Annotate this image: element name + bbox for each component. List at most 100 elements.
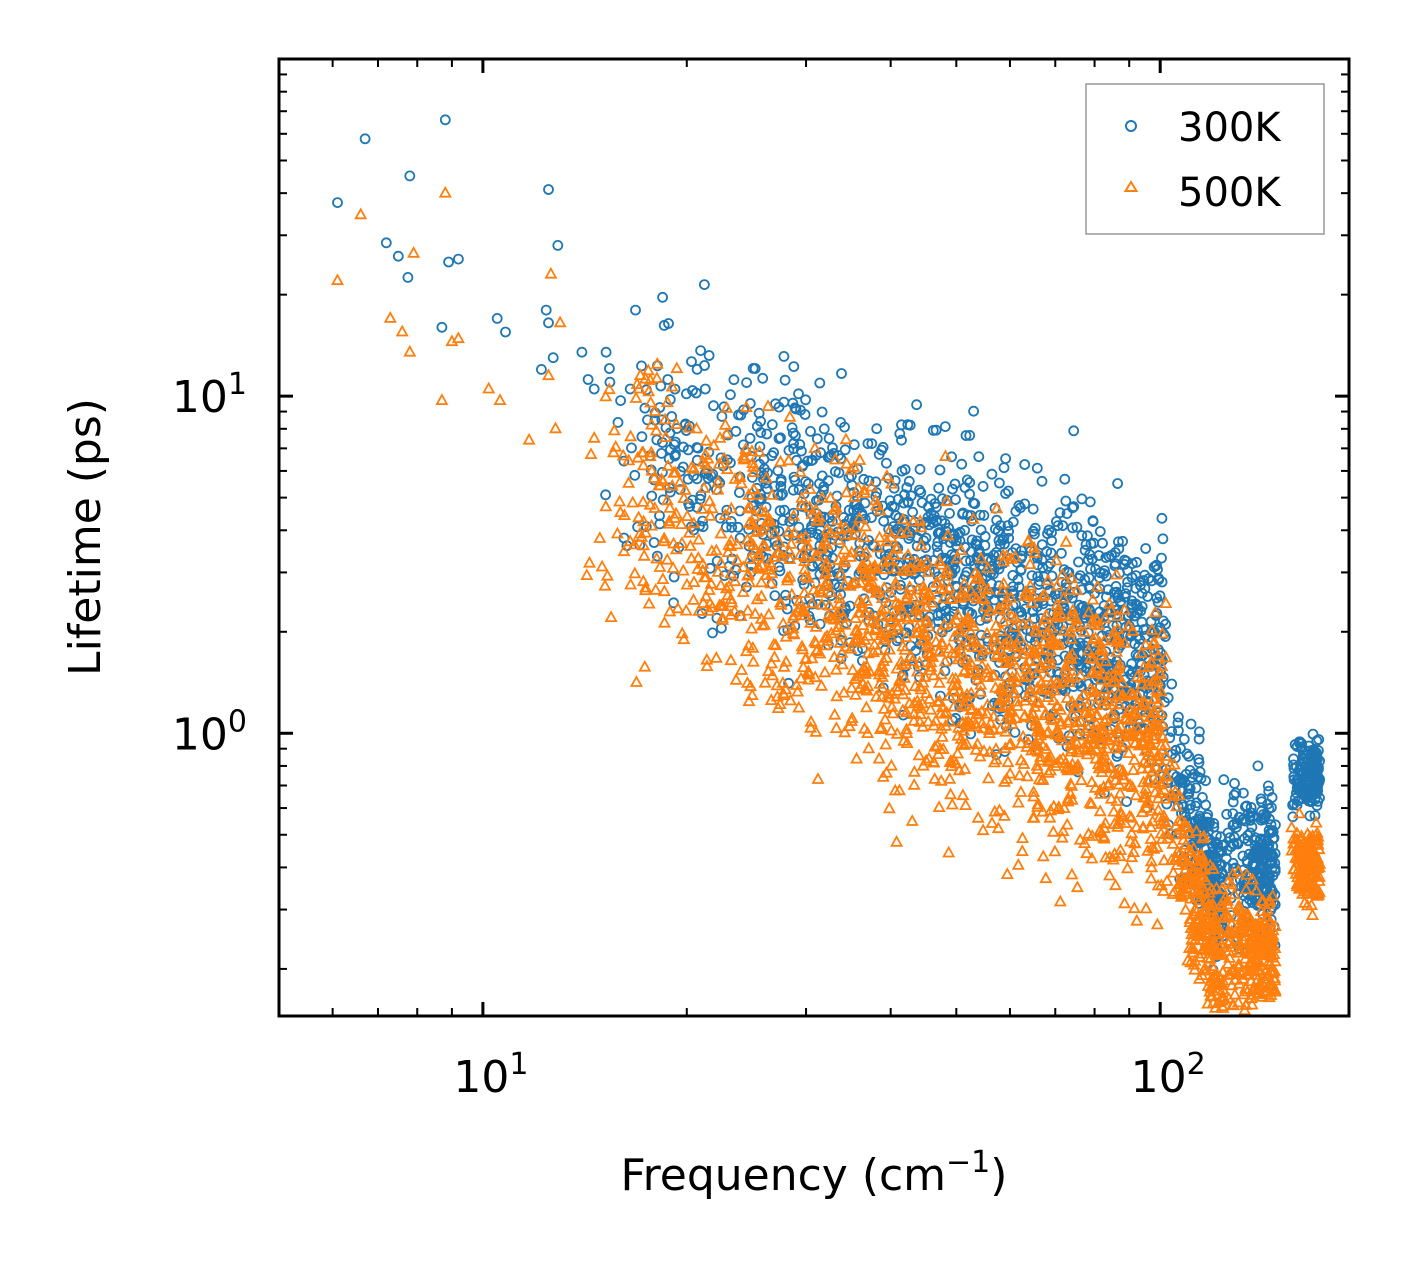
point-500k-1012 (839, 520, 853, 533)
point-500k-1381 (705, 501, 719, 514)
point-500k-329 (980, 626, 994, 639)
point-300k-182 (944, 508, 955, 519)
point-500k-1355 (1098, 728, 1112, 740)
point-500k-1271 (1042, 636, 1056, 649)
point-300k-733 (1087, 515, 1099, 527)
point-500k-1293 (901, 612, 915, 625)
point-500k-1411 (987, 755, 1001, 768)
point-500k-1068 (1099, 850, 1113, 863)
point-500k-940 (1050, 598, 1064, 610)
point-300k-7 (439, 114, 451, 126)
point-500k-1321 (896, 564, 910, 576)
point-500k-505 (1057, 623, 1071, 636)
point-500k-1418 (1093, 823, 1107, 836)
point-300k-1382 (1032, 571, 1044, 582)
point-500k-1144 (1148, 691, 1162, 704)
point-500k-1372 (914, 682, 928, 695)
point-300k-1386 (927, 517, 939, 529)
point-500k-1454 (971, 668, 985, 680)
point-300k-1898 (1227, 808, 1239, 819)
point-500k-2114 (1237, 987, 1251, 1000)
point-300k-1019 (874, 548, 886, 560)
point-300k-1890 (1221, 808, 1233, 820)
point-500k-999 (978, 599, 993, 612)
point-500k-1136 (1085, 666, 1099, 679)
point-500k-1885 (1176, 855, 1190, 867)
point-500k-260 (941, 528, 955, 541)
point-300k-1323 (1016, 545, 1027, 557)
point-300k-946 (796, 445, 807, 457)
point-500k-1550 (728, 604, 742, 617)
point-500k-1580 (1040, 655, 1055, 668)
point-300k-1281 (1068, 501, 1080, 513)
point-500k-1551 (1099, 654, 1113, 667)
point-500k-1043 (887, 548, 901, 560)
point-500k-794 (1127, 901, 1141, 914)
point-300k-1274 (1098, 611, 1110, 623)
point-300k-1 (359, 133, 371, 145)
point-500k-831 (1044, 711, 1058, 724)
point-500k-719 (1055, 830, 1069, 843)
point-500k-1478 (853, 453, 867, 465)
point-500k-379 (932, 675, 946, 688)
point-300k-1170 (1083, 572, 1095, 584)
point-500k-758 (1136, 775, 1151, 788)
point-300k-1232 (896, 465, 908, 477)
point-500k-1420 (885, 589, 899, 602)
point-500k-985 (829, 662, 843, 675)
point-300k-2070 (1300, 748, 1312, 760)
point-500k-1253 (1126, 688, 1140, 701)
point-500k-460 (882, 642, 897, 655)
point-500k-1241 (703, 494, 717, 507)
point-300k-1940 (1267, 826, 1279, 838)
point-500k-1447 (598, 578, 612, 591)
point-500k-1147 (770, 546, 785, 559)
point-500k-378 (905, 814, 919, 826)
point-500k-1384 (1050, 725, 1064, 738)
point-500k-2120 (1231, 900, 1245, 912)
point-500k-1975 (1223, 951, 1237, 963)
point-500k-1440 (1128, 736, 1142, 748)
point-300k-2090 (1291, 761, 1302, 773)
point-500k-1030 (875, 720, 889, 733)
point-500k-1125 (1153, 777, 1168, 790)
point-500k-1516 (802, 667, 816, 680)
point-500k-1358 (761, 664, 775, 677)
point-500k-2275 (1307, 877, 1321, 890)
point-500k-245 (1159, 749, 1173, 761)
point-500k-724 (992, 803, 1007, 816)
point-500k-1045 (845, 681, 859, 693)
point-500k-931 (876, 609, 890, 622)
point-500k-1789 (1189, 824, 1203, 837)
point-500k-423 (692, 604, 706, 616)
point-500k-1526 (1106, 668, 1120, 681)
point-500k-34 (724, 653, 738, 666)
point-500k-1202 (952, 684, 966, 697)
point-500k-199 (629, 391, 643, 403)
point-500k-1506 (645, 463, 659, 476)
point-300k-1686 (1179, 777, 1191, 789)
point-500k-2009 (1221, 875, 1235, 888)
point-500k-1484 (1029, 713, 1043, 726)
point-500k-775 (1048, 844, 1062, 857)
point-500k-1313 (779, 654, 793, 667)
point-500k-1581 (754, 589, 769, 602)
point-300k-1116 (1082, 627, 1094, 639)
point-500k-906 (1067, 620, 1082, 632)
point-500k-1165 (809, 619, 823, 632)
point-500k-1894 (1221, 956, 1235, 969)
point-300k-888 (877, 441, 889, 453)
point-300k-1685 (1211, 830, 1222, 842)
point-300k-2016 (1304, 810, 1316, 822)
point-300k-827 (691, 473, 703, 485)
point-500k-607 (1020, 661, 1034, 674)
point-500k-552 (713, 431, 727, 443)
point-500k-1022 (1151, 803, 1165, 815)
point-500k-1471 (1064, 777, 1078, 789)
point-500k-484 (855, 596, 869, 609)
point-500k-205 (835, 657, 850, 670)
point-300k-292 (956, 458, 968, 470)
point-500k-915 (797, 586, 811, 598)
point-500k-568 (1011, 858, 1025, 870)
point-500k-735 (980, 698, 995, 710)
